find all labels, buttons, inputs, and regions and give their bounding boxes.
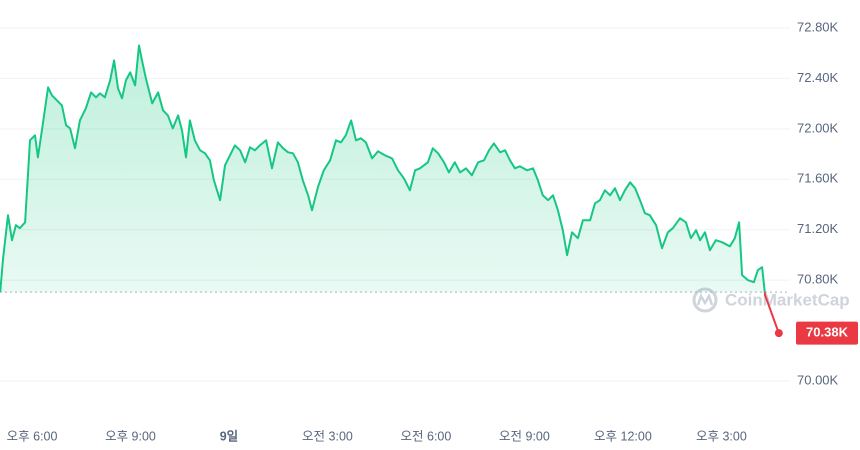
last-price-label: 70.38K bbox=[806, 325, 849, 340]
y-tick-label: 71.60K bbox=[797, 171, 839, 186]
x-tick-label: 오후 12:00 bbox=[594, 429, 652, 443]
x-tick-label: 오후 3:00 bbox=[696, 429, 747, 443]
y-tick-label: 72.80K bbox=[797, 19, 839, 34]
y-tick-label: 72.00K bbox=[797, 120, 839, 135]
y-tick-label: 71.20K bbox=[797, 221, 839, 236]
last-price-badge bbox=[796, 321, 858, 345]
y-tick-label: 70.80K bbox=[797, 272, 839, 287]
x-tick-label: 오전 3:00 bbox=[302, 429, 353, 443]
last-point bbox=[774, 329, 783, 338]
y-tick-label: 72.40K bbox=[797, 70, 839, 85]
x-tick-label: 오후 6:00 bbox=[7, 429, 58, 443]
x-tick-label: 오후 9:00 bbox=[105, 429, 156, 443]
y-tick-label: 70.00K bbox=[797, 372, 839, 387]
watermark: CoinMarketCap bbox=[725, 290, 850, 309]
price-area bbox=[0, 45, 765, 293]
watermark-logo-mark bbox=[696, 292, 714, 306]
x-tick-label: 오전 6:00 bbox=[401, 429, 452, 443]
x-tick-label: 오전 9:00 bbox=[499, 429, 550, 443]
x-tick-label: 9일 bbox=[220, 429, 238, 443]
price-line bbox=[0, 44, 766, 293]
